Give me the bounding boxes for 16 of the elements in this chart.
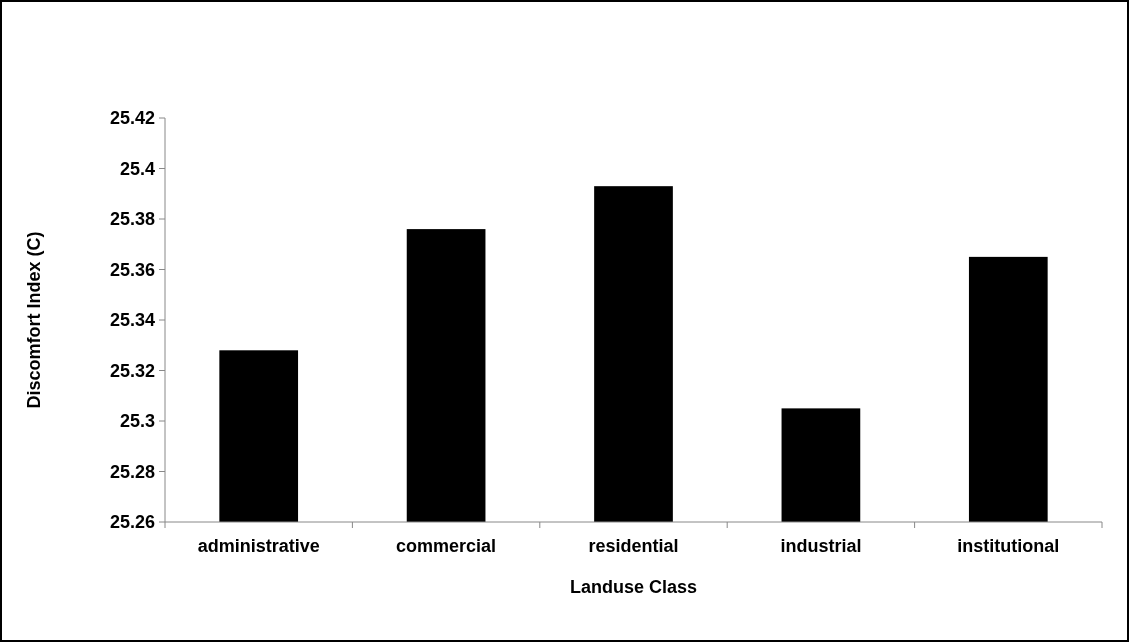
- x-axis-title: Landuse Class: [569, 577, 698, 597]
- y-tick-label: 25.36: [109, 259, 155, 280]
- y-tick-label: 25.26: [109, 512, 155, 533]
- x-tick-label: commercial: [396, 536, 497, 556]
- y-tick-label: 25.42: [109, 108, 155, 129]
- y-tick-label: 25.32: [109, 360, 155, 381]
- x-tick-label: administrative: [197, 536, 320, 556]
- y-tick-label: 25.28: [109, 461, 155, 482]
- x-tick-label: industrial: [780, 536, 862, 556]
- y-tick-label: 25.38: [109, 209, 155, 230]
- y-tick-label: 25.3: [119, 411, 155, 432]
- y-axis-title: Discomfort Index (C): [24, 231, 44, 409]
- x-tick-label: institutional: [957, 536, 1060, 556]
- y-tick-label: 25.34: [109, 310, 155, 331]
- y-tick-label: 25.4: [119, 158, 155, 179]
- x-tick-label: residential: [588, 536, 679, 556]
